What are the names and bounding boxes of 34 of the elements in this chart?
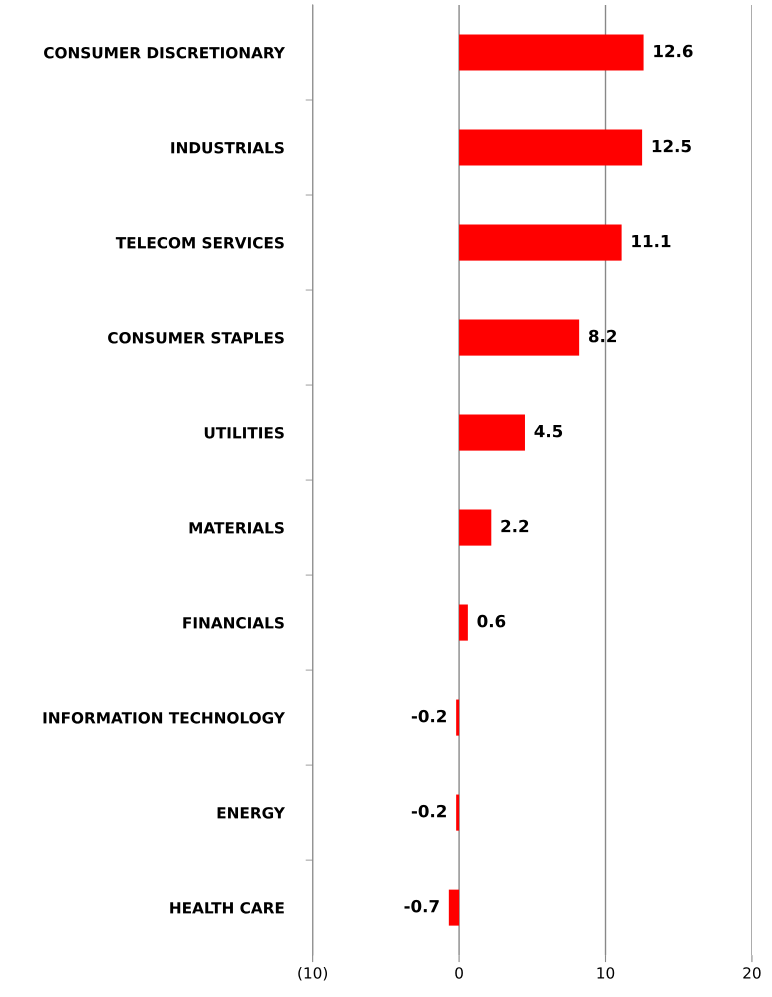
bar <box>459 604 468 641</box>
y-tick-label: CONSUMER STAPLES <box>108 332 284 344</box>
bar <box>459 510 492 546</box>
bar <box>459 34 644 71</box>
data-label: 0.6 <box>477 614 506 628</box>
bar <box>456 700 460 736</box>
y-tick-label: HEALTH CARE <box>170 902 284 914</box>
data-label: 12.6 <box>654 44 693 58</box>
y-tick-label: UTILITIES <box>204 427 284 439</box>
y-tick-label: FINANCIALS <box>183 617 284 629</box>
bar <box>459 224 622 261</box>
x-tick-label: 20 <box>743 967 761 979</box>
data-label: -0.2 <box>412 804 446 818</box>
bar <box>459 414 525 451</box>
bar <box>456 794 460 831</box>
data-label: 4.5 <box>534 424 562 438</box>
data-label: -0.2 <box>412 710 446 722</box>
y-tick-label: ENERGY <box>218 807 286 819</box>
y-tick-label: CONSUMER DISCRETIONARY <box>44 46 286 59</box>
data-label: 8.2 <box>588 330 616 342</box>
x-tick-label: (10) <box>298 966 328 981</box>
bar <box>459 319 580 356</box>
x-tick-label: 0 <box>455 967 463 979</box>
y-tick-label: INDUSTRIALS <box>171 142 284 154</box>
data-label: 12.5 <box>652 140 691 152</box>
y-tick-label: INFORMATION TECHNOLOGY <box>44 712 286 724</box>
y-tick-label: TELECOM SERVICES <box>116 236 284 249</box>
data-label: -0.7 <box>404 900 439 912</box>
bar <box>459 129 642 166</box>
data-label: 11.1 <box>632 234 670 248</box>
bar <box>448 890 460 926</box>
y-tick-label: MATERIALS <box>190 522 284 534</box>
x-tick-label: 10 <box>597 967 614 979</box>
data-label: 2.2 <box>501 520 528 532</box>
